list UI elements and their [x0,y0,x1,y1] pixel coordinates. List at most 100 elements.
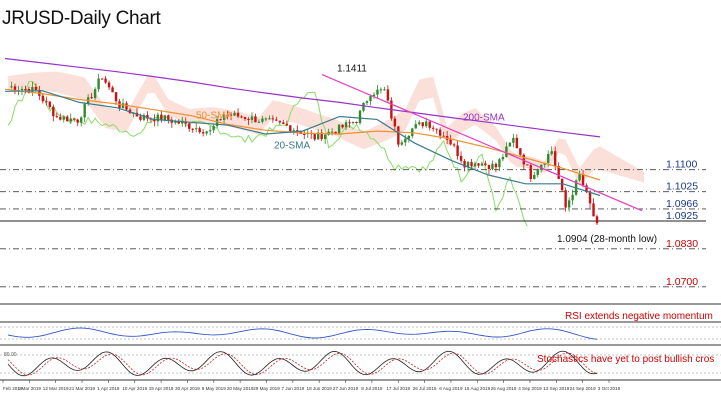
x-tick-label: 4 Sep 2019 [518,386,542,391]
candle-body [567,200,571,208]
candle-body [149,118,153,120]
candle-body [512,137,515,143]
candle-body [289,125,292,132]
candle-body [229,114,233,116]
candle-body [48,101,52,107]
candle-body [222,114,226,120]
ichimoku-cloud [7,71,644,227]
candle-body [557,165,560,179]
candle-body [13,86,17,91]
candle-body [292,130,295,132]
candle-body [212,126,215,131]
candle-body [156,114,160,122]
stochastics-d-line [7,352,598,376]
candle-body [491,163,494,170]
price-level-label: 1.0925 [666,210,698,222]
candle-body [425,121,428,127]
candle-body [379,89,383,91]
chart-annotation: 1.1411 [337,64,367,75]
candle-body [452,144,456,146]
panel-frames [0,303,721,381]
candle-body [247,118,250,120]
price-level-label: 1.1025 [666,181,698,193]
candle-body [163,115,167,121]
candle-body [240,116,243,118]
candle-body [595,216,599,224]
candle-body [313,134,316,140]
x-tick-label: 18 Jun 2019 [307,386,333,391]
candle-body [442,135,445,137]
price-level-label: 1.0966 [666,198,698,210]
resistance-trendline [321,74,643,212]
candle-body [52,106,55,117]
x-tick-label: 20 May 2019 [227,386,254,391]
candle-body [100,78,104,80]
stochastics-label: Stochastics have yet to post bullish cro… [537,354,714,365]
candle-body [188,123,191,129]
candle-body [463,160,466,168]
x-tick-label: 10 Apr 2019 [122,386,147,391]
candle-body [365,101,369,103]
chart-labels: 1.1411 1.0904 (28-month low) 50-SMA 200-SMA… [196,64,657,245]
candle-body [431,127,435,129]
candle-body [581,174,585,186]
rsi-label: RSI extends negative momentum [565,311,713,322]
candle-body [34,87,38,90]
x-tick-label: 9 May 2019 [202,386,226,391]
candle-body [45,101,48,103]
candle-body [111,87,114,93]
candle-body [226,114,229,116]
x-tick-label: 26 Aug 2019 [491,386,517,391]
candle-body [348,122,351,124]
candle-body [404,138,407,143]
candle-body [236,112,240,117]
x-tick-label: 1 Apr 2019 [97,386,120,391]
candle-body [571,194,574,201]
candle-body [285,123,289,126]
chart-title: JRUSD-Daily Chart [2,8,161,29]
candle-body [466,162,470,168]
candle-body [578,174,581,181]
candle-body [191,128,194,130]
candle-body [418,122,421,125]
candle-body [564,190,567,208]
candle-body [351,121,355,123]
rsi-line [7,327,598,340]
candle-body [121,103,125,109]
candle-body [55,116,58,118]
x-tick-label: 30 Apr 2019 [175,386,200,391]
x-tick-label: 27 Jun 2019 [333,386,359,391]
candle-body [93,89,97,98]
candle-body [83,103,86,118]
x-tick-label: 21 Mar 2019 [69,386,95,391]
x-tick-label: 19 Apr 2019 [149,386,174,391]
candle-body [526,164,529,166]
candle-body [219,119,222,121]
x-tick-label: 7 Jun 2019 [281,386,304,391]
candle-body [177,120,180,124]
candle-body [449,139,452,145]
candle-body [167,115,170,120]
candle-body [550,151,553,155]
candle-body [268,118,271,120]
candle-body [282,122,285,124]
candle-body [341,124,344,128]
candle-body [296,130,299,132]
candle-body [487,164,491,170]
chart-annotation: 20-SMA [274,141,310,152]
candle-body [181,121,184,124]
candle-body [76,119,79,123]
candle-body [142,115,146,120]
candle-body [547,154,550,163]
candle-body [323,134,327,140]
oscillators: RSI extends negative momentum 80.00 Stocha… [0,311,721,377]
candle-body [400,142,404,145]
candle-body [303,134,306,136]
x-tick-label: Feb 2019 [3,386,23,391]
candle-body [421,122,424,127]
candle-body [522,154,526,165]
candle-body [501,157,505,160]
candle-body [344,122,348,128]
